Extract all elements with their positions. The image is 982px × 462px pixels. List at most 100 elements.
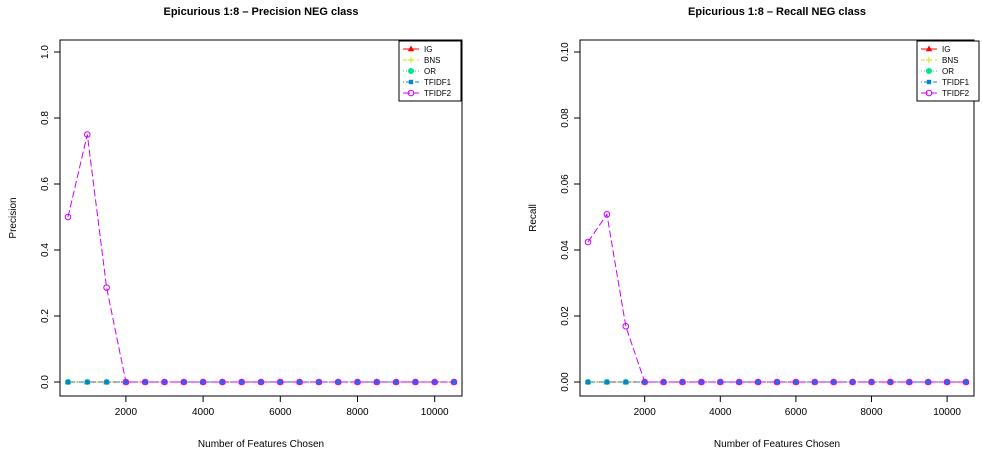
recall-point-tfidf1 [585,379,591,385]
precision-x-tick-label: 8000 [346,407,369,418]
recall-point-tfidf2 [603,211,611,218]
precision-point-tfidf2 [257,378,265,386]
precision-y-tick-label: 0.0 [40,375,51,389]
recall-point-tfidf2 [792,378,800,386]
precision-legend-marker-tfidf2 [407,89,415,97]
recall-point-tfidf2 [584,238,592,246]
precision-x-tick-label: 6000 [269,407,292,418]
precision-x-tick-label: 2000 [115,407,138,418]
precision-point-tfidf2 [450,378,458,386]
precision-y-tick-label: 0.8 [40,111,51,125]
recall-series-points-tfidf2 [584,211,970,386]
precision-y-tick-label: 0.6 [40,177,51,191]
recall-y-tick-label: 0.10 [560,42,571,62]
recall-point-tfidf1 [604,379,610,385]
precision-legend-marker-tfidf1 [408,79,414,85]
precision-series-points-tfidf2 [64,131,458,386]
precision-point-tfidf1 [336,379,341,385]
recall-point-tfidf2 [622,322,630,330]
recall-legend-label-bns: BNS [942,56,958,65]
recall-legend-marker-ig [925,45,933,52]
recall-x-tick-label: 10000 [933,407,961,418]
recall-legend-label-ig: IG [942,45,950,54]
recall-point-tfidf2 [943,378,951,386]
precision-legend-label-bns: BNS [424,56,440,65]
recall-legend-label-tfidf1: TFIDF1 [942,78,970,87]
recall-y-tick-label: 0.00 [560,372,571,392]
precision-point-tfidf2 [431,378,439,386]
recall-legend: IG BNS OR TFIDF1 TFIDF2 [916,40,980,102]
precision-point-tfidf2 [64,213,72,221]
precision-legend-label-tfidf2: TFIDF2 [424,89,452,98]
recall-plot-frame [579,39,975,397]
precision-x-axis-label: Number of Features Chosen [198,439,324,450]
precision-series-line-tfidf2 [67,134,454,383]
precision-y-tick-label: 0.2 [40,309,51,323]
precision-legend-label-tfidf1: TFIDF1 [424,78,452,87]
recall-series-line-tfidf2 [587,213,966,383]
recall-y-tick-label: 0.04 [560,240,571,260]
precision-point-tfidf2 [315,378,323,386]
precision-legend: IG BNS OR TFIDF1 TFIDF2 [398,40,462,102]
recall-point-tfidf2 [849,378,856,386]
precision-point-tfidf2 [412,378,419,386]
precision-chart: Epicurious 1:8 – Precision NEG class 2000… [8,6,463,450]
recall-point-tfidf2 [773,378,781,386]
precision-point-tfidf1 [104,379,109,385]
precision-legend-marker-ig [407,45,415,52]
precision-point-tfidf2 [238,378,245,386]
recall-y-tick-label: 0.02 [560,306,571,326]
recall-chart: Epicurious 1:8 – Recall NEG class 2000 400… [528,6,980,450]
precision-legend-label-or: OR [424,67,436,76]
precision-y-tick-label: 1.0 [40,45,51,59]
recall-legend-marker-tfidf2 [925,89,933,97]
recall-y-axis-label: Recall [528,204,539,232]
precision-point-tfidf2 [180,378,188,386]
recall-point-tfidf2 [811,378,819,386]
precision-legend-marker-bns [408,57,414,63]
precision-point-tfidf2 [84,131,91,138]
precision-point-tfidf2 [334,378,342,386]
recall-point-tfidf2 [887,378,894,386]
recall-x-tick-label: 8000 [860,407,883,418]
recall-y-tick-label: 0.06 [560,174,571,194]
recall-point-tfidf2 [830,378,838,386]
recall-y-tick-label: 0.08 [560,108,571,128]
recall-point-tfidf1 [623,379,628,385]
recall-point-tfidf2 [698,378,705,386]
precision-point-tfidf2 [277,378,284,386]
precision-point-tfidf2 [392,378,400,386]
recall-point-tfidf1 [774,379,780,385]
recall-point-tfidf1 [926,379,931,385]
precision-point-tfidf1 [316,379,322,385]
recall-point-tfidf2 [868,378,875,386]
recall-x-tick-label: 2000 [634,407,657,418]
precision-y-tick-label: 0.4 [40,243,51,257]
recall-x-tick-label: 6000 [785,407,808,418]
precision-point-tfidf2 [122,378,130,386]
recall-point-tfidf1 [793,379,799,385]
precision-chart-title: Epicurious 1:8 – Precision NEG class [163,6,358,18]
precision-point-tfidf1 [85,379,90,385]
recall-point-tfidf2 [660,378,667,386]
precision-point-tfidf2 [199,378,207,386]
recall-chart-title: Epicurious 1:8 – Recall NEG class [688,6,866,18]
precision-point-tfidf2 [103,284,110,291]
recall-point-tfidf1 [963,379,969,385]
precision-point-tfidf1 [278,379,283,385]
precision-legend-label-ig: IG [424,45,432,54]
recall-point-tfidf2 [906,378,913,386]
recall-point-tfidf2 [754,378,762,386]
recall-legend-marker-tfidf1 [926,79,932,85]
recall-point-tfidf2 [924,378,932,386]
recall-point-tfidf2 [717,378,724,386]
recall-point-tfidf2 [679,378,686,386]
recall-point-tfidf2 [641,378,649,386]
recall-x-tick-label: 4000 [709,407,732,418]
recall-legend-marker-bns [926,57,932,63]
recall-point-tfidf1 [755,379,761,385]
precision-x-tick-label: 10000 [421,407,449,418]
recall-legend-label-tfidf2: TFIDF2 [942,89,970,98]
